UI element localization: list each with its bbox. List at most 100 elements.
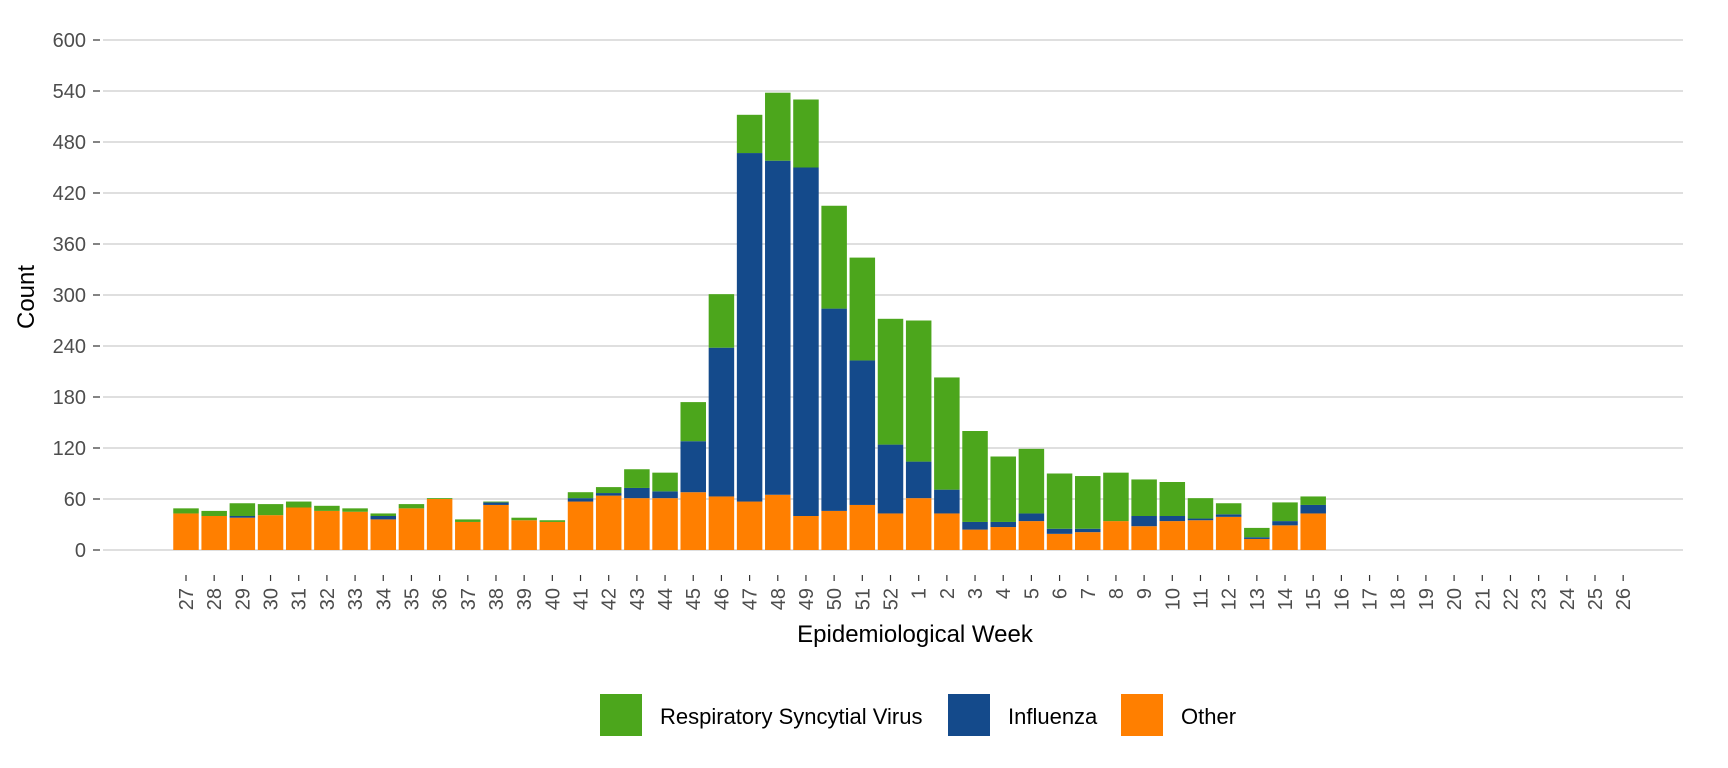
bar-segment-influenza <box>793 167 819 516</box>
bar-segment-other <box>1018 521 1045 550</box>
bar-segment-respiratory-syncytial-virus <box>398 504 425 509</box>
bar-segment-influenza <box>1018 513 1045 522</box>
bar-segment-other <box>483 504 509 550</box>
bar-segment-influenza <box>765 160 791 495</box>
x-tick-label: 48 <box>768 588 790 610</box>
bar-segment-other <box>1187 520 1214 550</box>
bar-segment-other <box>680 492 706 550</box>
bar-segment-respiratory-syncytial-virus <box>342 508 368 512</box>
bar-segment-other <box>398 508 425 550</box>
x-tick-label: 32 <box>317 588 339 610</box>
x-tick-label: 7 <box>1078 588 1100 599</box>
x-tick-label: 38 <box>486 588 508 610</box>
bar-segment-other <box>849 504 876 550</box>
bar-segment-respiratory-syncytial-virus <box>511 517 537 521</box>
x-tick-label: 25 <box>1585 588 1607 610</box>
x-tick-label: 46 <box>711 588 733 610</box>
bar-segment-other <box>1131 526 1157 550</box>
x-tick-label: 8 <box>1106 588 1128 599</box>
bar-segment-influenza <box>736 153 763 502</box>
bar-segment-other <box>1075 532 1101 550</box>
bar-segment-respiratory-syncytial-virus <box>990 456 1016 522</box>
bar-segment-respiratory-syncytial-virus <box>314 505 340 511</box>
x-axis-title: Epidemiological Week <box>797 621 1034 648</box>
bar-segment-other <box>1159 521 1186 550</box>
bar-segment-influenza <box>370 516 397 520</box>
bar-segment-respiratory-syncytial-virus <box>680 402 706 442</box>
x-tick-label: 27 <box>176 588 198 610</box>
y-tick-label: 0 <box>75 540 86 562</box>
y-axis-title: Count <box>13 265 40 329</box>
bar-segment-respiratory-syncytial-virus <box>1215 503 1242 515</box>
bar-segment-respiratory-syncytial-virus <box>595 487 622 494</box>
bar-segment-influenza <box>483 502 509 505</box>
legend: Respiratory Syncytial Virus Influenza Othe… <box>600 694 1236 736</box>
x-tick-label: 6 <box>1050 588 1072 599</box>
bar-segment-other <box>370 519 397 550</box>
bar-segment-other <box>1300 513 1326 550</box>
bar-segment-other <box>1103 521 1129 550</box>
bar-segment-other <box>173 513 199 550</box>
bar-segment-other <box>1046 533 1073 550</box>
bar-segment-respiratory-syncytial-virus <box>201 510 227 516</box>
bar-segment-respiratory-syncytial-virus <box>905 320 932 462</box>
bar-segment-influenza <box>1244 537 1270 539</box>
bar-segment-influenza <box>962 521 988 530</box>
y-tick-label: 300 <box>53 285 86 307</box>
bar-segment-other <box>765 494 791 550</box>
x-tick-label: 37 <box>458 588 480 610</box>
bar-segment-other <box>1272 525 1298 550</box>
bar-segment-respiratory-syncytial-virus <box>1244 527 1270 538</box>
x-tick-label: 30 <box>261 588 283 610</box>
bar-segment-respiratory-syncytial-virus <box>934 377 960 490</box>
x-tick-label: 21 <box>1472 588 1494 610</box>
x-tick-label: 36 <box>430 588 452 610</box>
bar-segment-respiratory-syncytial-virus <box>1272 502 1298 522</box>
bar-segment-influenza <box>1159 516 1186 522</box>
bar-segment-influenza <box>1187 518 1214 521</box>
bar-segment-influenza <box>680 441 706 493</box>
bar-segment-other <box>877 513 904 550</box>
bar-segment-respiratory-syncytial-virus <box>567 492 594 499</box>
bar-segment-respiratory-syncytial-virus <box>229 503 256 516</box>
bar-segment-influenza <box>1075 528 1101 533</box>
x-axis-ticks: 27 28 29 30 31 32 33 34 35 36 37 38 39 40 41 42 43 44 45 46… <box>176 575 1635 610</box>
x-tick-label: 41 <box>571 588 593 610</box>
x-tick-label: 33 <box>345 588 367 610</box>
bar-segment-respiratory-syncytial-virus <box>426 498 453 499</box>
bar-segment-respiratory-syncytial-virus <box>736 114 763 154</box>
bar-segment-other <box>595 495 622 550</box>
x-tick-label: 31 <box>289 588 311 610</box>
bar-segment-influenza <box>877 444 904 514</box>
bar-segment-other <box>426 499 453 550</box>
bar-segment-other <box>511 520 537 550</box>
x-tick-label: 35 <box>401 588 423 610</box>
x-tick-label: 51 <box>852 588 874 610</box>
y-tick-label: 360 <box>53 234 86 256</box>
bar-segment-other <box>342 511 368 550</box>
bar-segment-other <box>793 516 819 550</box>
bars <box>173 92 1326 550</box>
x-tick-label: 43 <box>627 588 649 610</box>
bar-segment-other <box>455 521 481 550</box>
y-tick-label: 120 <box>53 438 86 460</box>
bar-segment-other <box>1215 516 1242 550</box>
bar-segment-other <box>539 521 566 550</box>
x-tick-label: 23 <box>1529 588 1551 610</box>
bar-segment-influenza <box>1272 521 1298 526</box>
bar-segment-respiratory-syncytial-virus <box>1075 476 1101 529</box>
bar-segment-respiratory-syncytial-virus <box>849 257 876 361</box>
bar-segment-other <box>285 507 312 550</box>
x-tick-label: 15 <box>1303 588 1325 610</box>
x-tick-label: 18 <box>1388 588 1410 610</box>
bar-segment-respiratory-syncytial-virus <box>821 205 847 309</box>
bar-segment-other <box>652 498 678 550</box>
x-tick-label: 29 <box>232 588 254 610</box>
bar-segment-other <box>1244 538 1270 550</box>
x-tick-label: 19 <box>1416 588 1438 610</box>
bar-segment-influenza <box>934 489 960 514</box>
x-tick-label: 16 <box>1331 588 1353 610</box>
bar-segment-respiratory-syncytial-virus <box>1159 482 1186 516</box>
bar-segment-influenza <box>229 516 256 518</box>
legend-label: Influenza <box>1008 704 1098 729</box>
